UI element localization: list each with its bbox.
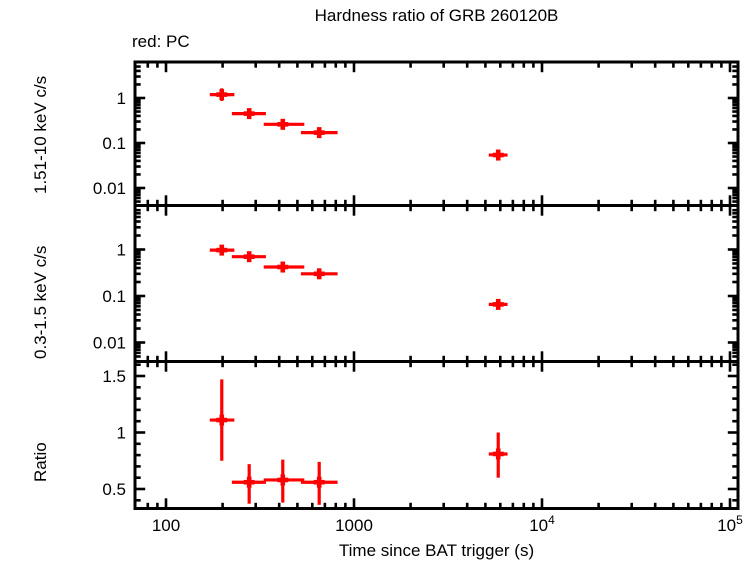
y-axis-label-hard-band: 1.51-10 keV c/s [31,75,50,195]
data-points-hard [209,88,508,161]
mode-legend: red: PC [132,32,190,51]
y-tick-label: 0.1 [102,287,126,306]
y-tick-label: 0.01 [93,179,126,198]
data-points-ratio [209,379,508,505]
y-axis-label-soft-band: 0.3-1.5 keV c/s [31,245,50,360]
panel-frame-ratio [133,360,740,510]
y-tick-label: 1 [117,424,126,443]
y-tick-label: 1 [117,89,126,108]
y-tick-label: 0.01 [93,334,126,353]
chart-title: Hardness ratio of GRB 260120B [314,6,559,25]
x-axis-label: Time since BAT trigger (s) [338,541,535,560]
y-tick-label: 1.5 [102,367,126,386]
x-tick-label: 104 [529,513,555,535]
y-tick-label: 1 [117,241,126,260]
x-tick-labels: 100 1000 104 105 [152,513,743,535]
panel-frame-soft [133,204,740,363]
panel-frames [133,60,740,510]
panel-frame-hard [133,60,740,207]
y-tick-label: 0.1 [102,134,126,153]
y-axis-label-ratio: Ratio [31,442,50,483]
x-tick-label: 100 [152,516,180,535]
axis-ticks [136,63,737,508]
x-tick-label: 1000 [335,516,373,535]
x-tick-label: 105 [717,513,743,535]
data-points-soft [209,244,508,310]
y-tick-label: 0.5 [102,480,126,499]
y-tick-labels: 1 0.1 0.01 1 0.1 0.01 1.5 1 0.5 [93,89,126,499]
